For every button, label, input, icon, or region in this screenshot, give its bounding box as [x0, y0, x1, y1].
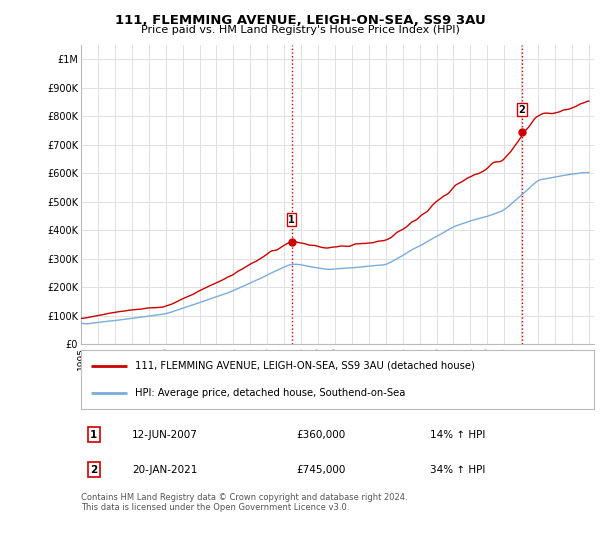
Text: 12-JUN-2007: 12-JUN-2007 [133, 430, 198, 440]
Text: 111, FLEMMING AVENUE, LEIGH-ON-SEA, SS9 3AU (detached house): 111, FLEMMING AVENUE, LEIGH-ON-SEA, SS9 … [135, 361, 475, 371]
Text: Price paid vs. HM Land Registry's House Price Index (HPI): Price paid vs. HM Land Registry's House … [140, 25, 460, 35]
Text: 1: 1 [90, 430, 97, 440]
Text: Contains HM Land Registry data © Crown copyright and database right 2024.
This d: Contains HM Land Registry data © Crown c… [81, 493, 407, 512]
Text: 34% ↑ HPI: 34% ↑ HPI [430, 465, 485, 474]
Text: 14% ↑ HPI: 14% ↑ HPI [430, 430, 485, 440]
Text: HPI: Average price, detached house, Southend-on-Sea: HPI: Average price, detached house, Sout… [135, 388, 405, 398]
Text: £360,000: £360,000 [296, 430, 346, 440]
Text: 1: 1 [288, 214, 295, 225]
Text: 2: 2 [518, 105, 526, 115]
Text: £745,000: £745,000 [296, 465, 346, 474]
Text: 111, FLEMMING AVENUE, LEIGH-ON-SEA, SS9 3AU: 111, FLEMMING AVENUE, LEIGH-ON-SEA, SS9 … [115, 14, 485, 27]
Text: 2: 2 [90, 465, 97, 474]
Text: 20-JAN-2021: 20-JAN-2021 [133, 465, 197, 474]
